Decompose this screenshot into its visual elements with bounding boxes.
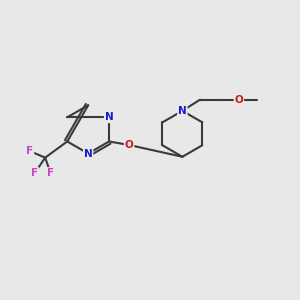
Text: F: F — [47, 168, 54, 178]
Text: O: O — [235, 94, 243, 105]
Text: O: O — [125, 140, 134, 150]
Text: F: F — [26, 146, 33, 156]
Text: F: F — [31, 168, 38, 178]
Text: N: N — [84, 148, 92, 158]
Text: N: N — [178, 106, 187, 116]
Text: N: N — [105, 112, 113, 122]
